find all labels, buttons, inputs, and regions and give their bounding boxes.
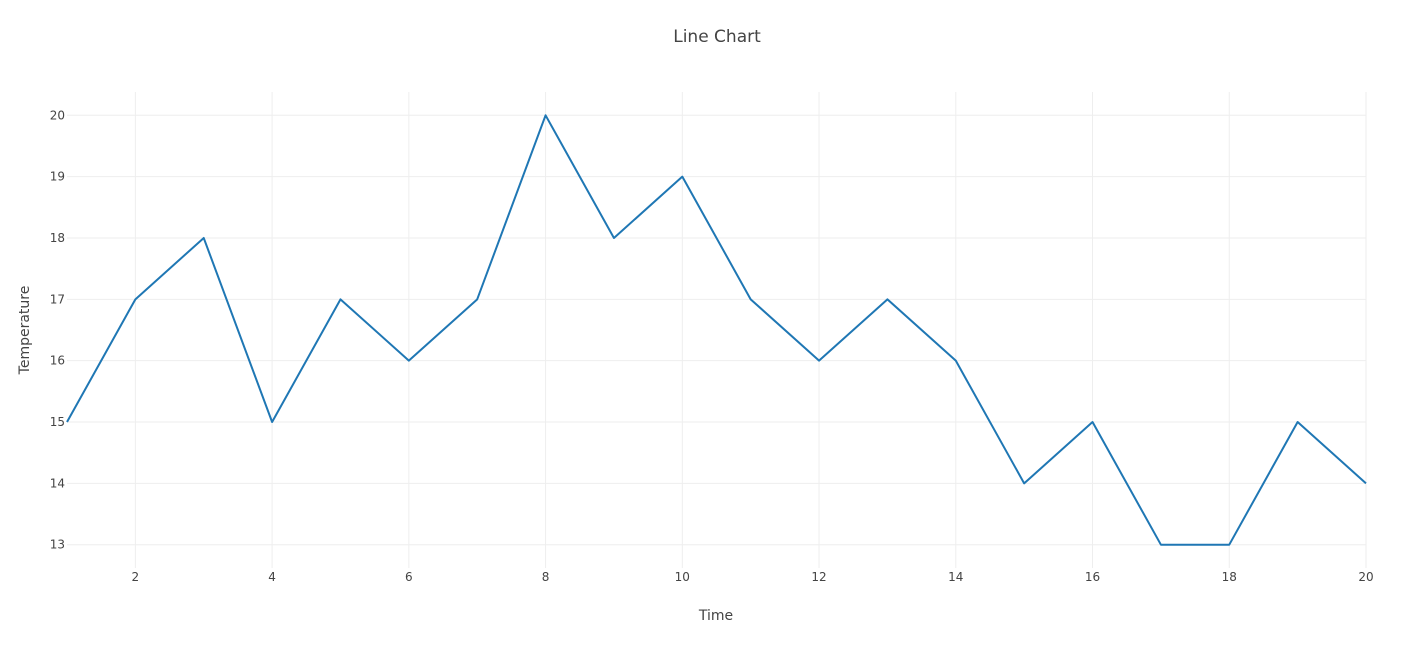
x-axis-ticks: 2 4 6 8 10 12 14 16 18 20 bbox=[132, 570, 1374, 584]
y-tick-label: 15 bbox=[50, 415, 65, 429]
y-tick-label: 20 bbox=[50, 108, 65, 122]
x-tick-label: 12 bbox=[811, 570, 826, 584]
x-tick-label: 18 bbox=[1222, 570, 1237, 584]
grid bbox=[67, 92, 1367, 568]
x-tick-label: 4 bbox=[268, 570, 276, 584]
y-tick-label: 18 bbox=[50, 231, 65, 245]
y-tick-label: 13 bbox=[50, 538, 65, 552]
y-tick-label: 19 bbox=[50, 170, 65, 184]
x-tick-label: 8 bbox=[542, 570, 550, 584]
x-tick-label: 14 bbox=[948, 570, 963, 584]
y-axis-ticks: 13 14 15 16 17 18 19 20 bbox=[50, 108, 65, 551]
y-tick-label: 16 bbox=[50, 354, 65, 368]
x-axis-title: Time bbox=[698, 608, 733, 624]
y-tick-label: 17 bbox=[50, 292, 65, 306]
y-axis-title: Temperature bbox=[17, 286, 33, 376]
series-line bbox=[66, 114, 1367, 546]
series-layer bbox=[66, 114, 1367, 546]
x-tick-label: 20 bbox=[1358, 570, 1373, 584]
x-tick-label: 10 bbox=[675, 570, 690, 584]
x-tick-label: 16 bbox=[1085, 570, 1100, 584]
y-tick-label: 14 bbox=[50, 476, 65, 490]
x-tick-label: 6 bbox=[405, 570, 413, 584]
chart-title: Line Chart bbox=[673, 27, 761, 47]
x-tick-label: 2 bbox=[132, 570, 140, 584]
